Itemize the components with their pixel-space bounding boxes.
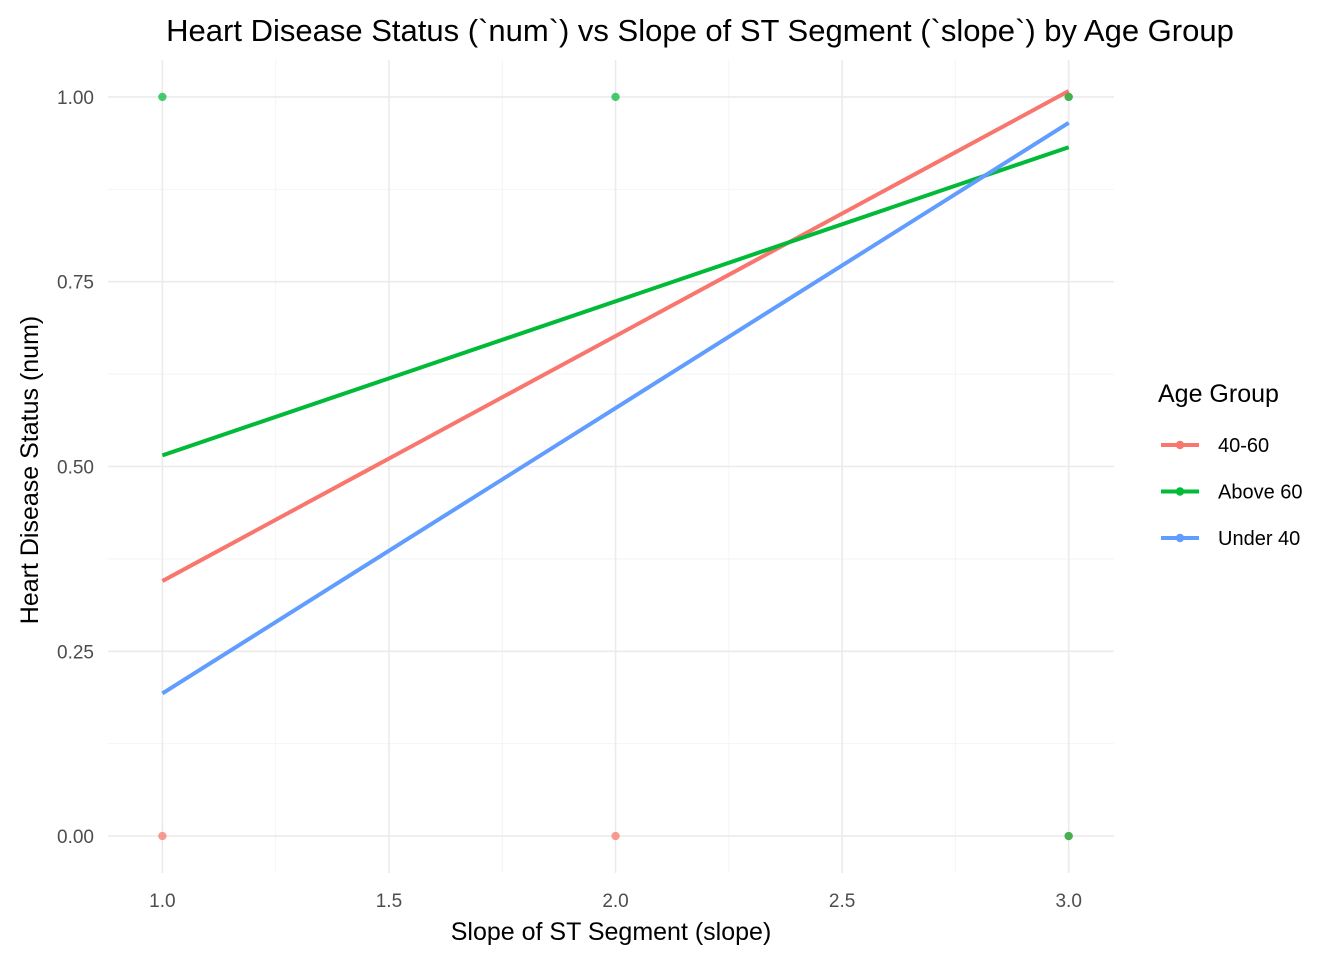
legend-item: Under 40 [1161,528,1300,550]
legend-key-point [1175,533,1185,543]
legend-title: Age Group [1158,380,1279,408]
fit-line-under-40 [161,121,1070,696]
legend-label: Above 60 [1218,482,1303,504]
x-axis-ticks: 1.0 1.5 2.0 2.5 3.0 [149,891,1082,912]
y-axis-title: Heart Disease Status (num) [16,316,44,624]
x-tick-label: 2.0 [602,891,628,912]
legend-key-point [1175,440,1185,450]
y-tick-label: 0.75 [57,273,94,294]
x-tick-label: 3.0 [1055,891,1081,912]
data-point [158,831,167,841]
y-tick-label: 0.50 [57,458,94,479]
data-points [158,92,1073,841]
legend-key-point [1175,487,1185,496]
x-tick-label: 2.5 [829,891,855,912]
legend-item: 40-60 [1161,435,1269,457]
data-point [611,92,620,102]
fit-line-above-60 [161,145,1070,458]
x-axis-title: Slope of ST Segment (slope) [451,918,772,946]
legend-items: 40-60 Above 60 Under 40 [1161,435,1303,550]
legend-label: 40-60 [1218,435,1269,457]
chart-title: Heart Disease Status (`num`) vs Slope of… [166,13,1234,48]
y-tick-label: 0.25 [57,642,94,663]
major-gridlines [108,60,1114,873]
data-point [1064,831,1073,841]
data-point [158,92,167,102]
y-axis-ticks: 0.00 0.25 0.50 0.75 1.00 [57,88,94,848]
fit-line-40-60 [161,89,1070,583]
legend-item: Above 60 [1161,482,1303,504]
x-tick-label: 1.5 [376,891,402,912]
legend: Age Group 40-60 Above 60 Under 40 [1158,380,1303,550]
fit-lines [161,89,1070,696]
y-tick-label: 1.00 [57,88,94,109]
legend-label: Under 40 [1218,528,1300,550]
data-point [1064,92,1073,102]
y-tick-label: 0.00 [57,827,94,848]
x-tick-label: 1.0 [149,891,175,912]
data-point [611,831,620,841]
